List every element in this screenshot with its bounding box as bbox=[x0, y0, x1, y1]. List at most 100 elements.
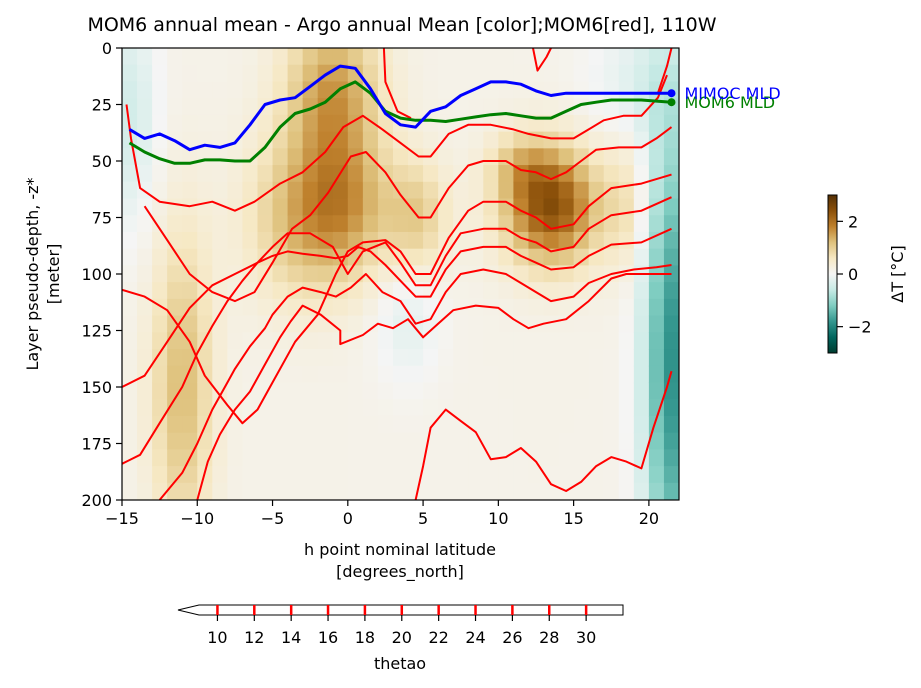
heatmap-cell bbox=[197, 432, 213, 450]
heatmap-cell bbox=[227, 165, 244, 183]
heatmap-cell bbox=[272, 315, 289, 333]
heatmap-cell bbox=[648, 482, 665, 500]
heatmap-cell bbox=[272, 298, 289, 317]
heatmap-cell bbox=[408, 415, 424, 434]
heatmap-cell bbox=[588, 315, 605, 333]
heatmap-cell bbox=[242, 181, 259, 200]
heatmap-cell bbox=[347, 298, 364, 317]
heatmap-cell bbox=[392, 332, 409, 350]
heatmap-cell bbox=[453, 148, 469, 166]
heatmap-cell bbox=[588, 415, 605, 434]
heatmap-cell bbox=[468, 432, 484, 450]
heatmap-cell bbox=[347, 432, 364, 450]
heatmap-cell bbox=[453, 499, 469, 500]
heatmap-cell bbox=[483, 181, 499, 200]
heatmap-cell bbox=[227, 215, 244, 233]
heatmap-cell bbox=[408, 298, 424, 317]
heatmap-cell bbox=[362, 499, 379, 500]
heatmap-cell bbox=[648, 382, 665, 400]
heatmap-cell bbox=[212, 231, 228, 250]
heatmap-cell bbox=[498, 81, 514, 99]
heatmap-cell bbox=[122, 64, 138, 83]
heatmap-cell bbox=[618, 248, 635, 267]
heatmap-cell bbox=[242, 449, 259, 467]
heatmap-cell bbox=[377, 382, 394, 400]
heatmap-cell bbox=[543, 131, 560, 149]
heatmap-cell bbox=[543, 399, 560, 417]
heatmap-cell bbox=[663, 114, 679, 133]
heatmap-cell bbox=[362, 48, 379, 66]
heatmap-cell bbox=[362, 248, 379, 267]
heatmap-cell bbox=[182, 315, 198, 333]
heatmap-cell bbox=[558, 349, 575, 367]
heatmap-cell bbox=[633, 332, 650, 350]
contour-line bbox=[656, 48, 673, 94]
heatmap-cell bbox=[573, 114, 590, 133]
heatmap-cell bbox=[558, 98, 575, 116]
heatmap-cell bbox=[513, 131, 530, 149]
heatmap-cell bbox=[408, 382, 424, 400]
heatmap-cell bbox=[137, 48, 153, 66]
heatmap-cell bbox=[483, 98, 499, 116]
heatmap-cell bbox=[528, 282, 545, 300]
heatmap-cell bbox=[603, 198, 620, 216]
heatmap-cell bbox=[137, 215, 153, 233]
heatmap-cell bbox=[392, 499, 409, 500]
heatmap-cell bbox=[408, 332, 424, 350]
heatmap-cell bbox=[573, 231, 590, 250]
heatmap-cell bbox=[423, 181, 439, 200]
heatmap-cell bbox=[242, 64, 259, 83]
heatmap-cell bbox=[167, 282, 183, 300]
heatmap-cell bbox=[167, 98, 183, 116]
heatmap-cell bbox=[483, 382, 499, 400]
heatmap-cell bbox=[588, 382, 605, 400]
heatmap-cell bbox=[347, 165, 364, 183]
heatmap-cell bbox=[528, 365, 545, 384]
heatmap-cell bbox=[558, 81, 575, 99]
heatmap-cell bbox=[197, 382, 213, 400]
heatmap-cell bbox=[558, 466, 575, 484]
heatmap-cell bbox=[122, 298, 138, 317]
heatmap-cell bbox=[573, 248, 590, 267]
heatmap-cell bbox=[543, 198, 560, 216]
heatmap-cell bbox=[182, 248, 198, 267]
heatmap-cell bbox=[137, 382, 153, 400]
heatmap-cell bbox=[588, 432, 605, 450]
heatmap-cell bbox=[137, 231, 153, 250]
heatmap-cell bbox=[603, 81, 620, 99]
heatmap-cell bbox=[287, 499, 304, 500]
mld-label: MIMOC MLD bbox=[685, 84, 781, 103]
heatmap-cell bbox=[362, 215, 379, 233]
heatmap-cell bbox=[137, 399, 153, 417]
heatmap-cell bbox=[513, 265, 530, 283]
heatmap-cell bbox=[468, 181, 484, 200]
heatmap-cell bbox=[588, 231, 605, 250]
heatmap-cell bbox=[272, 449, 289, 467]
heatmap-cell bbox=[392, 81, 409, 99]
heatmap-cell bbox=[408, 282, 424, 300]
heatmap-cell bbox=[453, 432, 469, 450]
heatmap-cell bbox=[543, 432, 560, 450]
heatmap-cell bbox=[453, 64, 469, 83]
mld-label: MOM6 MLD bbox=[685, 93, 776, 112]
heatmap-cell bbox=[633, 382, 650, 400]
heatmap-cell bbox=[513, 466, 530, 484]
heatmap-cell bbox=[332, 482, 349, 500]
heatmap-cell bbox=[648, 449, 665, 467]
heatmap-cell bbox=[663, 499, 679, 500]
heatmap-cell bbox=[212, 98, 228, 116]
heatmap-cell bbox=[423, 332, 439, 350]
heatmap-cell bbox=[227, 81, 244, 99]
heatmap-cell bbox=[137, 449, 153, 467]
heatmap-cell bbox=[498, 332, 514, 350]
heatmap-cell bbox=[152, 315, 168, 333]
heatmap-cell bbox=[272, 432, 289, 450]
heatmap-cell bbox=[332, 198, 349, 216]
heatmap-cell bbox=[528, 98, 545, 116]
heatmap-cell bbox=[242, 349, 259, 367]
heatmap-cell bbox=[483, 198, 499, 216]
heatmap-cell bbox=[498, 399, 514, 417]
heatmap-cell bbox=[588, 131, 605, 149]
heatmap-cell bbox=[408, 248, 424, 267]
heatmap-cell bbox=[528, 198, 545, 216]
